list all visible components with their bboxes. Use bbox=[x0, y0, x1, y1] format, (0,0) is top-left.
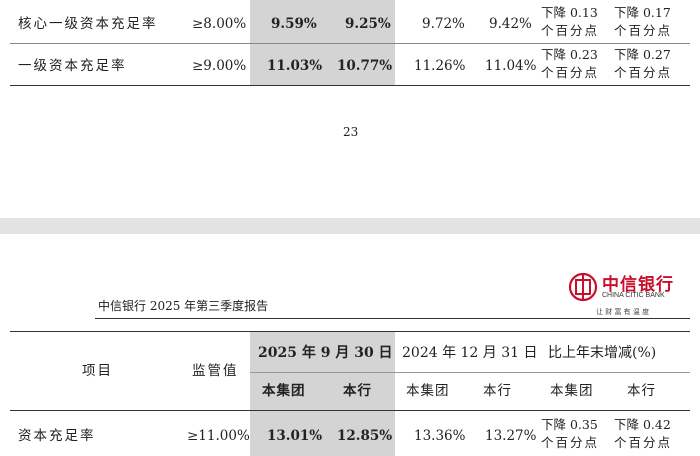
row-v1-car: 13.01% bbox=[267, 428, 323, 444]
sub-bank-2025: 本行 bbox=[343, 383, 372, 399]
highlight-column-2025 bbox=[250, 0, 395, 85]
row-v3-car: 13.36% bbox=[414, 428, 466, 444]
row-label-cet1: 核心一级资本充足率 bbox=[18, 16, 158, 32]
row-reg-tier1: ≥9.00% bbox=[192, 58, 247, 74]
sub-group-2025: 本集团 bbox=[262, 383, 306, 399]
logo-name-cn: 中信银行 bbox=[602, 275, 674, 295]
sub-bank-change: 本行 bbox=[627, 383, 656, 399]
row-c2a-cet1: 下降 0.17 bbox=[614, 5, 671, 20]
sub-group-2024: 本集团 bbox=[406, 383, 450, 399]
table-bottom-border bbox=[10, 85, 690, 86]
row-v2-car: 12.85% bbox=[337, 428, 393, 444]
row-c2a-car: 下降 0.42 bbox=[614, 417, 671, 432]
header-subdivider bbox=[250, 372, 690, 373]
row-reg-cet1: ≥8.00% bbox=[192, 16, 247, 32]
sub-group-change: 本集团 bbox=[550, 383, 594, 399]
row-v3-tier1: 11.26% bbox=[414, 58, 466, 74]
report-title: 中信银行 2025 年第三季度报告 bbox=[98, 299, 269, 313]
highlight-column-2025-p2 bbox=[250, 332, 395, 456]
row-v1-tier1: 11.03% bbox=[267, 58, 323, 74]
row-c1a-cet1: 下降 0.13 bbox=[541, 5, 598, 20]
row-c1a-car: 下降 0.35 bbox=[541, 417, 598, 432]
table-top-border bbox=[10, 331, 690, 332]
bank-logo: 中信银行 CHINA CITIC BANK 让 财 富 有 温 度 bbox=[568, 270, 700, 320]
page-gap bbox=[0, 218, 700, 234]
row-v4-cet1: 9.42% bbox=[489, 16, 532, 32]
row-c2b-tier1: 个百分点 bbox=[614, 65, 673, 80]
row-c1b-cet1: 个百分点 bbox=[541, 23, 600, 38]
row-v3-cet1: 9.72% bbox=[422, 16, 465, 32]
row-c2b-cet1: 个百分点 bbox=[614, 23, 673, 38]
header-item: 项目 bbox=[82, 363, 113, 379]
row-c2b-car: 个百分点 bbox=[614, 435, 673, 450]
row-c2a-tier1: 下降 0.27 bbox=[614, 47, 671, 62]
row-c1b-car: 个百分点 bbox=[541, 435, 600, 450]
row-c1a-tier1: 下降 0.23 bbox=[541, 47, 598, 62]
row-c1b-tier1: 个百分点 bbox=[541, 65, 600, 80]
sub-bank-2024: 本行 bbox=[483, 383, 512, 399]
row-v1-cet1: 9.59% bbox=[271, 16, 317, 32]
row-reg-car: ≥11.00% bbox=[187, 428, 250, 444]
header-reg: 监管值 bbox=[192, 363, 239, 379]
header-change: 比上年末增减(%) bbox=[548, 345, 657, 361]
page-number: 23 bbox=[343, 125, 359, 139]
row-label-car: 资本充足率 bbox=[18, 428, 96, 444]
row-v2-cet1: 9.25% bbox=[345, 16, 391, 32]
logo-slogan: 让 财 富 有 温 度 bbox=[596, 308, 650, 316]
row-divider bbox=[10, 43, 690, 44]
header-date-2024: 2024 年 12 月 31 日 bbox=[402, 345, 538, 361]
logo-name-en: CHINA CITIC BANK bbox=[602, 292, 665, 299]
row-label-tier1: 一级资本充足率 bbox=[18, 58, 127, 74]
row-v4-car: 13.27% bbox=[485, 428, 537, 444]
row-v4-tier1: 11.04% bbox=[485, 58, 537, 74]
citic-logo-icon bbox=[568, 272, 598, 302]
header-bottom-border bbox=[10, 410, 690, 411]
row-v2-tier1: 10.77% bbox=[337, 58, 393, 74]
header-rule bbox=[95, 318, 690, 319]
header-date-2025: 2025 年 9 月 30 日 bbox=[258, 345, 393, 361]
